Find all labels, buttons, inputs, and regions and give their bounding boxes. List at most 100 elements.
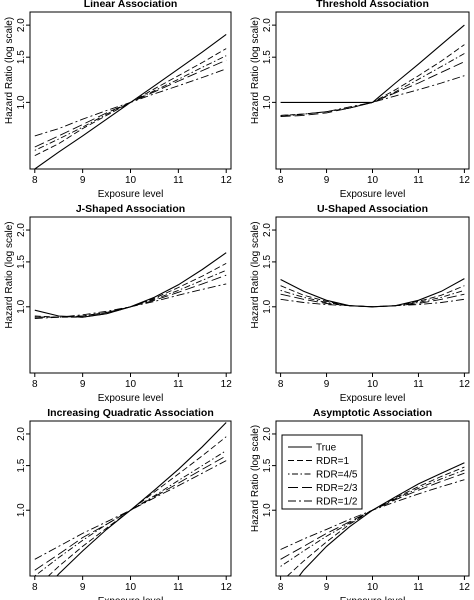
series-group bbox=[280, 462, 465, 576]
legend-label: RDR=1/2 bbox=[316, 497, 358, 508]
series-group bbox=[34, 33, 227, 169]
y-tick-label: 1.5 bbox=[16, 50, 27, 64]
x-tick-label: 12 bbox=[221, 175, 233, 186]
panel-title: U-Shaped Association bbox=[317, 203, 428, 215]
x-tick-label: 11 bbox=[173, 175, 184, 186]
y-tick-label: 2.0 bbox=[262, 223, 273, 237]
x-tick-label: 9 bbox=[324, 379, 330, 390]
x-axis-label: Exposure level bbox=[98, 189, 164, 200]
x-tick-label: 11 bbox=[413, 582, 424, 593]
x-tick-label: 12 bbox=[459, 582, 471, 593]
y-axis-label: Hazard Ratio (log scale) bbox=[250, 425, 261, 532]
series-line-4 bbox=[280, 61, 465, 118]
x-tick-label: 11 bbox=[413, 175, 424, 186]
x-axis-label: Exposure level bbox=[340, 189, 406, 200]
y-tick-label: 2.0 bbox=[16, 223, 27, 237]
y-tick-label: 1.0 bbox=[262, 299, 273, 313]
y-tick-label: 1.5 bbox=[262, 50, 273, 64]
y-tick-label: 1.5 bbox=[262, 255, 273, 269]
x-tick-label: 11 bbox=[413, 379, 424, 390]
x-tick-label: 8 bbox=[278, 582, 284, 593]
x-tick-label: 12 bbox=[459, 175, 471, 186]
panel-title: Asymptotic Association bbox=[313, 407, 432, 419]
y-tick-label: 1.0 bbox=[16, 503, 27, 517]
y-tick-label: 1.0 bbox=[262, 503, 273, 517]
panel-1: Linear Association 8 9 10 11 12 1.0 1.5 2.0 Expos… bbox=[4, 0, 232, 200]
plot-frame bbox=[29, 216, 232, 374]
y-axis-label: Hazard Ratio (log scale) bbox=[250, 17, 261, 124]
x-tick-label: 8 bbox=[278, 379, 284, 390]
series-line-5 bbox=[280, 479, 465, 550]
x-axis-label: Exposure level bbox=[98, 596, 164, 600]
x-axis-label: Exposure level bbox=[340, 596, 406, 600]
panel-3: J-Shaped Association 8 9 10 11 12 1.0 1.5 2.0 Exp… bbox=[4, 203, 232, 404]
panel-6: Asymptotic Association 8 9 10 11 12 1.0 1.5 2.0 E… bbox=[250, 407, 470, 600]
legend: True RDR=1 RDR=4/5 RDR=2/3 RDR=1/2 bbox=[281, 434, 363, 510]
x-tick-label: 9 bbox=[324, 582, 330, 593]
x-tick-label: 10 bbox=[367, 379, 379, 390]
panel-5: Increasing Quadratic Association 8 9 10 11 12… bbox=[16, 407, 232, 600]
x-tick-label: 10 bbox=[125, 379, 137, 390]
series-line-5 bbox=[280, 298, 465, 308]
series-line-4 bbox=[34, 59, 227, 148]
series-line-1 bbox=[280, 24, 465, 103]
x-tick-label: 12 bbox=[459, 379, 471, 390]
series-line-5 bbox=[34, 460, 227, 560]
legend-label: RDR=4/5 bbox=[316, 470, 358, 481]
y-tick-label: 2.0 bbox=[262, 427, 273, 441]
legend-label: True bbox=[316, 443, 337, 454]
series-line-5 bbox=[280, 75, 465, 116]
x-tick-label: 11 bbox=[173, 379, 184, 390]
x-axis-label: Exposure level bbox=[98, 393, 164, 404]
series-line-4 bbox=[34, 455, 227, 571]
y-axis-label: Hazard Ratio (log scale) bbox=[4, 17, 15, 124]
y-tick-label: 2.0 bbox=[16, 427, 27, 441]
plot-frame bbox=[29, 11, 232, 170]
series-group bbox=[34, 422, 227, 576]
panel-title: J-Shaped Association bbox=[76, 203, 185, 215]
panel-title: Linear Association bbox=[84, 0, 178, 10]
panel-2: Threshold Association 8 9 10 11 12 1.0 1.5 2.0 Ex… bbox=[250, 0, 470, 200]
x-tick-label: 9 bbox=[324, 175, 330, 186]
series-line-5 bbox=[34, 68, 227, 137]
x-tick-label: 10 bbox=[125, 582, 137, 593]
series-line-1 bbox=[34, 33, 227, 169]
series-line-2 bbox=[47, 436, 227, 576]
series-line-4 bbox=[34, 274, 227, 318]
x-tick-label: 11 bbox=[173, 582, 184, 593]
panel-title: Threshold Association bbox=[316, 0, 429, 10]
x-tick-label: 8 bbox=[32, 379, 38, 390]
y-tick-label: 1.5 bbox=[262, 458, 273, 472]
panel-4: U-Shaped Association 8 9 10 11 12 1.0 1.5 2.0 Exp… bbox=[250, 203, 470, 404]
x-tick-label: 10 bbox=[125, 175, 137, 186]
series-line-3 bbox=[34, 269, 227, 318]
y-axis-label: Hazard Ratio (log scale) bbox=[250, 221, 261, 328]
y-axis-label: Hazard Ratio (log scale) bbox=[4, 221, 15, 328]
y-tick-label: 1.5 bbox=[16, 458, 27, 472]
plot-frame bbox=[275, 11, 470, 170]
legend-label: RDR=2/3 bbox=[316, 483, 358, 494]
x-tick-label: 9 bbox=[80, 175, 86, 186]
series-line-3 bbox=[280, 53, 465, 118]
y-tick-label: 1.0 bbox=[262, 95, 273, 109]
x-tick-label: 9 bbox=[80, 582, 86, 593]
series-line-5 bbox=[34, 283, 227, 319]
y-tick-label: 2.0 bbox=[262, 18, 273, 32]
legend-label: RDR=1 bbox=[316, 456, 350, 467]
series-group bbox=[34, 252, 227, 319]
x-tick-label: 12 bbox=[221, 379, 233, 390]
panel-title: Increasing Quadratic Association bbox=[47, 407, 214, 419]
y-tick-label: 1.0 bbox=[16, 95, 27, 109]
y-tick-label: 2.0 bbox=[16, 18, 27, 32]
series-line-1 bbox=[56, 422, 227, 576]
series-line-1 bbox=[34, 252, 227, 318]
x-tick-label: 8 bbox=[278, 175, 284, 186]
x-tick-label: 10 bbox=[367, 582, 379, 593]
series-group bbox=[280, 24, 465, 118]
y-tick-label: 1.0 bbox=[16, 299, 27, 313]
x-tick-label: 8 bbox=[32, 582, 38, 593]
x-axis-label: Exposure level bbox=[340, 393, 406, 404]
series-group bbox=[280, 278, 465, 308]
plot-frame bbox=[275, 216, 470, 374]
